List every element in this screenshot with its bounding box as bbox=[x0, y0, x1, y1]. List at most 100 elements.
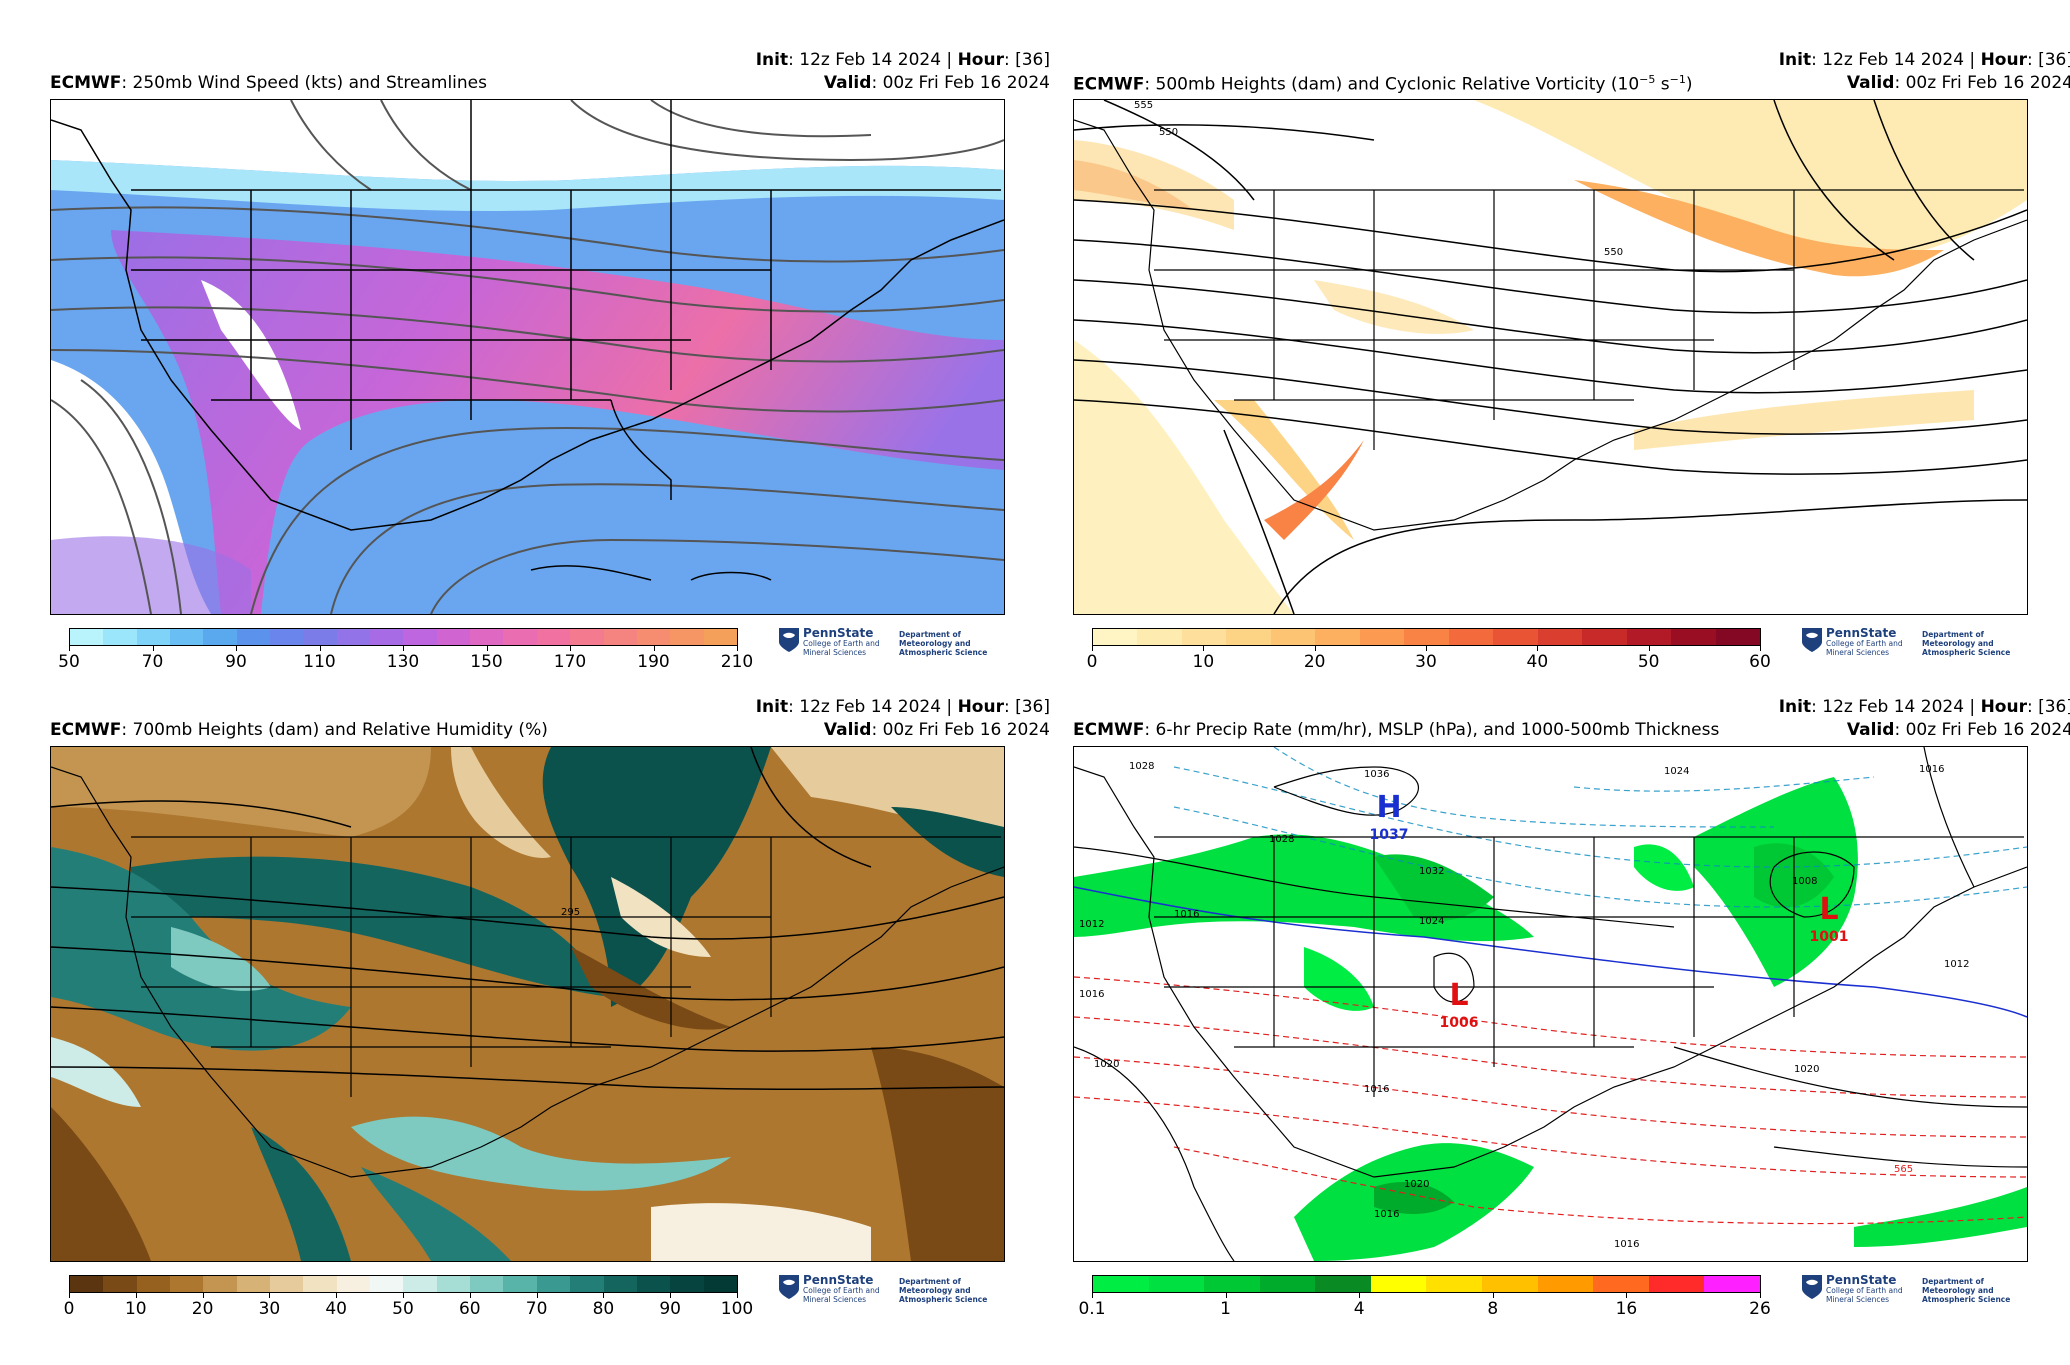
colorbar-tick-label: 70 bbox=[525, 1299, 548, 1319]
colorbar-segment bbox=[670, 629, 704, 645]
map-700mb: 295 bbox=[50, 746, 1005, 1262]
colorbar-tick bbox=[1492, 1293, 1494, 1298]
colorbar-tick bbox=[603, 1293, 605, 1298]
colorbar-tick-label: 170 bbox=[553, 652, 587, 672]
colorbar-tick-label: 30 bbox=[1415, 652, 1437, 672]
colorbar-tick bbox=[1203, 646, 1205, 651]
map-250mb bbox=[50, 99, 1005, 615]
map-graphic: 555 550 550 bbox=[1074, 100, 2027, 614]
low-letter: L bbox=[1819, 892, 1838, 927]
colorbar-tick bbox=[403, 646, 404, 651]
colorbar-ticks: 50 70 90 110 130 150 170 190 210 bbox=[58, 646, 753, 676]
colorbar-segment bbox=[270, 629, 304, 645]
contour-label: 555 bbox=[1134, 100, 1153, 111]
colorbar-tick bbox=[737, 1293, 738, 1298]
colorbar-segment bbox=[1537, 629, 1583, 645]
colorbar-tick bbox=[1760, 646, 1761, 651]
colorbar-tick bbox=[1648, 646, 1650, 651]
colorbar-segment bbox=[1593, 1276, 1649, 1292]
colorbar-segment bbox=[1648, 1276, 1705, 1292]
colorbar-segment bbox=[470, 629, 504, 645]
valid-line: Valid: 00z Fri Feb 16 2024 bbox=[823, 73, 1050, 93]
colorbar-segment bbox=[436, 1276, 471, 1292]
colorbar-tick-label: 10 bbox=[1192, 652, 1215, 672]
contour-label: 1020 bbox=[1794, 1064, 1819, 1075]
colorbar-segment bbox=[503, 1276, 537, 1292]
colorbar-tick-label: 16 bbox=[1615, 1299, 1638, 1319]
contour-label: 1028 bbox=[1269, 834, 1294, 845]
colorbar-segment bbox=[1137, 629, 1182, 645]
contour-label: 550 bbox=[1159, 127, 1178, 138]
colorbar-segment bbox=[1315, 629, 1360, 645]
colorbar bbox=[69, 628, 738, 646]
pennstate-logo: PennState College of Earth and Mineral S… bbox=[779, 1273, 999, 1313]
colorbar-tick bbox=[1626, 1293, 1628, 1298]
colorbar-tick-label: 0.1 bbox=[1078, 1299, 1106, 1319]
colorbar-tick-label: 70 bbox=[141, 652, 164, 672]
colorbar-segment bbox=[170, 629, 204, 645]
colorbar-tick bbox=[69, 1293, 70, 1298]
colorbar bbox=[1092, 1275, 1761, 1293]
pennstate-logo: PennState College of Earth and Mineral S… bbox=[779, 626, 999, 666]
colorbar-tick-label: 0 bbox=[63, 1299, 75, 1319]
pennstate-logo: PennState College of Earth and Mineral S… bbox=[1802, 626, 2022, 666]
colorbar bbox=[69, 1275, 738, 1293]
valid-line: Valid: 00z Fri Feb 16 2024 bbox=[1846, 720, 2070, 740]
contour-label: 1028 bbox=[1129, 761, 1154, 772]
colorbar-segment bbox=[1226, 629, 1271, 645]
low-value: 1001 bbox=[1810, 929, 1849, 945]
colorbar-tick bbox=[653, 646, 655, 651]
contour-label: 1016 bbox=[1364, 1084, 1389, 1095]
colorbar-segment bbox=[370, 1276, 404, 1292]
colorbar-tick bbox=[319, 646, 321, 651]
colorbar-tick-label: 150 bbox=[470, 652, 503, 672]
panel-500mb-vorticity: Init: 12z Feb 14 2024 | Hour: [36] ECMWF… bbox=[1073, 50, 2070, 690]
colorbar-segment bbox=[1404, 629, 1449, 645]
map-graphic: 1028 1036 1032 1028 1016 1012 1024 1016 … bbox=[1074, 747, 2027, 1261]
colorbar-tick bbox=[1314, 646, 1316, 651]
colorbar-segment bbox=[1426, 1276, 1483, 1292]
contour-label: 1024 bbox=[1419, 916, 1444, 927]
colorbar-tick bbox=[1225, 1293, 1227, 1298]
colorbar-tick-label: 8 bbox=[1487, 1299, 1499, 1319]
colorbar-segment bbox=[1715, 629, 1761, 645]
colorbar-segment bbox=[136, 1276, 171, 1292]
valid-line: Valid: 00z Fri Feb 16 2024 bbox=[1846, 73, 2070, 93]
contour-label: 1020 bbox=[1404, 1179, 1429, 1190]
colorbar-tick bbox=[403, 1293, 404, 1298]
panel-title: ECMWF: 500mb Heights (dam) and Cyclonic … bbox=[1073, 73, 1693, 95]
contour-label: 1016 bbox=[1374, 1209, 1399, 1220]
colorbar-segment bbox=[703, 629, 737, 645]
colorbar-ticks: 0 10 20 30 40 50 60 70 80 90 100 bbox=[64, 1293, 753, 1323]
colorbar-tick-label: 110 bbox=[303, 652, 336, 672]
colorbar-segment bbox=[70, 629, 104, 645]
pennstate-logo: PennState College of Earth and Mineral S… bbox=[1802, 1273, 2022, 1313]
colorbar-segment bbox=[103, 629, 137, 645]
map-500mb: 555 550 550 bbox=[1073, 99, 2028, 615]
panel-title: ECMWF: 250mb Wind Speed (kts) and Stream… bbox=[50, 73, 487, 93]
colorbar-tick bbox=[570, 646, 571, 651]
panel-precip-mslp: Init: 12z Feb 14 2024 | Hour: [36] ECMWF… bbox=[1073, 697, 2070, 1337]
colorbar-segment bbox=[603, 629, 637, 645]
panel-title: ECMWF: 700mb Heights (dam) and Relative … bbox=[50, 720, 548, 740]
colorbar-segment bbox=[70, 1276, 104, 1292]
colorbar-segment bbox=[270, 1276, 304, 1292]
colorbar-segment bbox=[636, 1276, 671, 1292]
colorbar-tick-label: 1 bbox=[1220, 1299, 1232, 1319]
map-precip: 1028 1036 1032 1028 1016 1012 1024 1016 … bbox=[1073, 746, 2028, 1262]
colorbar-segment bbox=[170, 1276, 204, 1292]
colorbar-tick-label: 40 bbox=[325, 1299, 348, 1319]
contour-label: 1020 bbox=[1094, 1059, 1119, 1070]
colorbar-tick-label: 190 bbox=[637, 652, 670, 672]
colorbar-tick-label: 40 bbox=[1526, 652, 1549, 672]
colorbar-segment bbox=[570, 629, 604, 645]
contour-label: 565 bbox=[1894, 1164, 1913, 1175]
colorbar-tick bbox=[269, 1293, 271, 1298]
colorbar-segment bbox=[1093, 1276, 1149, 1292]
colorbar-segment bbox=[236, 1276, 271, 1292]
colorbar-segment bbox=[1359, 629, 1405, 645]
colorbar-segment bbox=[670, 1276, 704, 1292]
colorbar-segment bbox=[1448, 629, 1494, 645]
colorbar-tick-label: 60 bbox=[1749, 652, 1771, 672]
colorbar-segment bbox=[403, 629, 437, 645]
